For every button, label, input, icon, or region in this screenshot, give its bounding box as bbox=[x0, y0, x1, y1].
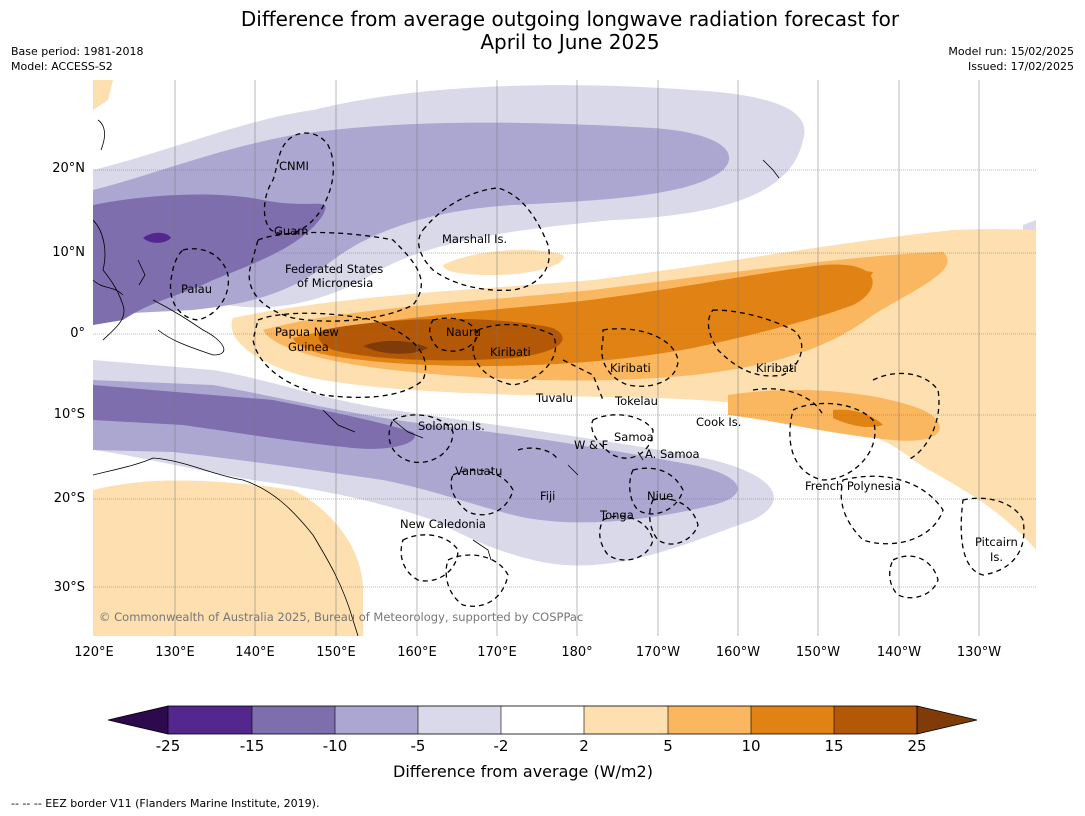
colorbar-bin-1 bbox=[168, 706, 252, 734]
label-niue: Niue bbox=[647, 489, 673, 503]
colorbar-tick: 25 bbox=[907, 737, 927, 755]
lat-label-20s: 20°S bbox=[53, 491, 85, 506]
lon-label-170w: 170°W bbox=[635, 645, 681, 660]
label-wf: W & F bbox=[574, 438, 608, 452]
issued-date: Issued: 17/02/2025 bbox=[967, 60, 1074, 73]
colorbar-bin-5 bbox=[501, 706, 584, 734]
label-tokelau: Tokelau bbox=[614, 394, 658, 408]
label-tuvalu: Tuvalu bbox=[535, 391, 573, 405]
lon-label-160w: 160°W bbox=[715, 645, 761, 660]
lon-label-130e: 130°E bbox=[155, 645, 195, 660]
colorbar-extend-high bbox=[916, 705, 978, 735]
colorbar-bin-6 bbox=[584, 706, 668, 734]
map: CNMI Guam Marshall Is. Federated States … bbox=[93, 80, 1036, 636]
copyright-text: © Commonwealth of Australia 2025, Bureau… bbox=[99, 610, 583, 624]
base-period: Base period: 1981-2018 bbox=[11, 45, 144, 58]
colorbar-tick: -5 bbox=[410, 737, 426, 755]
meta-right: Model run: 15/02/2025 Issued: 17/02/2025 bbox=[948, 44, 1074, 74]
label-cook: Cook Is. bbox=[696, 415, 741, 429]
map-title: Difference from average outgoing longwav… bbox=[0, 8, 1085, 54]
colorbar-tick: -10 bbox=[322, 737, 348, 755]
label-marshall: Marshall Is. bbox=[442, 232, 507, 246]
label-american-samoa: A. Samoa bbox=[645, 447, 700, 461]
label-png-line1: Papua New bbox=[275, 325, 339, 339]
meta-left: Base period: 1981-2018 Model: ACCESS-S2 bbox=[11, 44, 143, 74]
colorbar bbox=[108, 705, 978, 735]
label-samoa: Samoa bbox=[614, 430, 654, 444]
colorbar-label: Difference from average (W/m2) bbox=[393, 762, 653, 781]
lon-label-140e: 140°E bbox=[235, 645, 275, 660]
lat-label-20n: 20°N bbox=[52, 161, 85, 176]
model-name: Model: ACCESS-S2 bbox=[11, 60, 113, 73]
label-guam: Guam bbox=[274, 224, 308, 238]
colorbar-bin-3 bbox=[335, 706, 418, 734]
colorbar-bin-8 bbox=[751, 706, 834, 734]
region-labels: CNMI Guam Marshall Is. Federated States … bbox=[181, 159, 1018, 564]
lon-label-130w: 130°W bbox=[956, 645, 1002, 660]
lat-label-30s: 30°S bbox=[53, 580, 85, 595]
lon-label-170e: 170°E bbox=[477, 645, 517, 660]
label-pitcairn-line1: Pitcairn bbox=[975, 535, 1018, 549]
label-french-polynesia: French Polynesia bbox=[805, 479, 901, 493]
lon-label-160e: 160°E bbox=[397, 645, 437, 660]
label-new-caledonia: New Caledonia bbox=[400, 517, 486, 531]
lon-label-150e: 150°E bbox=[316, 645, 356, 660]
colorbar-tick: -25 bbox=[155, 737, 181, 755]
label-nauru: Nauru bbox=[446, 325, 481, 339]
coastlines bbox=[93, 119, 780, 636]
label-tonga: Tonga bbox=[599, 508, 634, 522]
label-solomon: Solomon Is. bbox=[418, 419, 485, 433]
lon-label-120e: 120°E bbox=[74, 645, 114, 660]
colorbar-tick: -2 bbox=[493, 737, 509, 755]
colorbar-tick: 2 bbox=[579, 737, 589, 755]
label-kiribati-central: Kiribati bbox=[610, 361, 651, 375]
colorbar-tick: 10 bbox=[741, 737, 761, 755]
positive-anomaly-layer bbox=[93, 80, 1036, 636]
colorbar-bin-2 bbox=[252, 706, 335, 734]
eez-borders bbox=[169, 132, 1025, 607]
gridlines bbox=[93, 80, 1036, 636]
title-line-1: Difference from average outgoing longwav… bbox=[240, 7, 900, 31]
label-vanuatu: Vanuatu bbox=[455, 464, 502, 478]
label-fsm-line1: Federated States bbox=[285, 262, 383, 276]
lat-label-0: 0° bbox=[70, 326, 85, 341]
colorbar-bin-9 bbox=[834, 706, 917, 734]
model-run: Model run: 15/02/2025 bbox=[948, 45, 1074, 58]
label-png-line2: Guinea bbox=[288, 340, 329, 354]
colorbar-bin-7 bbox=[668, 706, 751, 734]
label-cnmi: CNMI bbox=[279, 159, 309, 173]
lon-label-180: 180° bbox=[561, 645, 593, 660]
colorbar-bin-4 bbox=[418, 706, 501, 734]
footnote-eez: -- -- -- EEZ border V11 (Flanders Marine… bbox=[11, 797, 320, 810]
colorbar-tick: -15 bbox=[239, 737, 265, 755]
label-kiribati-east: Kiribati bbox=[756, 361, 797, 375]
lon-label-150w: 150°W bbox=[795, 645, 841, 660]
negative-anomaly-layer bbox=[93, 85, 1036, 566]
label-pitcairn-line2: Is. bbox=[990, 550, 1003, 564]
label-fiji: Fiji bbox=[540, 489, 555, 503]
colorbar-frame bbox=[167, 705, 918, 735]
label-palau: Palau bbox=[181, 282, 212, 296]
colorbar-tick: 5 bbox=[663, 737, 673, 755]
title-line-2: April to June 2025 bbox=[480, 30, 660, 54]
label-fsm-line2: of Micronesia bbox=[297, 276, 373, 290]
colorbar-extend-low bbox=[108, 705, 169, 735]
lon-label-140w: 140°W bbox=[876, 645, 922, 660]
colorbar-tick: 15 bbox=[824, 737, 844, 755]
lat-label-10s: 10°S bbox=[53, 407, 85, 422]
lat-label-10n: 10°N bbox=[52, 245, 85, 260]
label-kiribati-west: Kiribati bbox=[490, 345, 531, 359]
